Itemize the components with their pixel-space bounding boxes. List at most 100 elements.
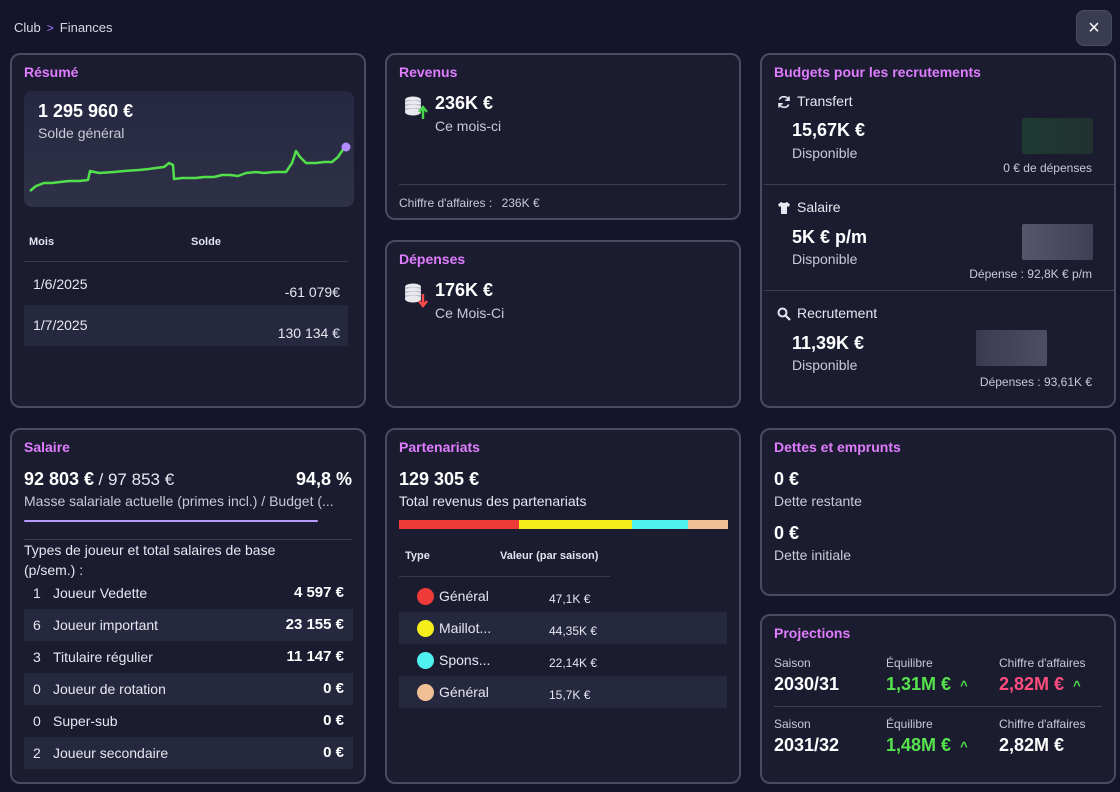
col-value-header: Valeur (par saison) (500, 550, 599, 562)
debt-remaining-label: Dette restante (774, 493, 862, 509)
list-item: 6 Joueur important 23 155 € (24, 609, 353, 641)
partenariats-card: Partenariats 129 305 € Total revenus des… (385, 428, 741, 784)
breadcrumb-finances: Finances (59, 20, 113, 35)
close-button[interactable]: × (1076, 10, 1112, 46)
partner-value: 47,1K € (549, 592, 591, 606)
partner-color-dot (417, 652, 434, 669)
list-item: 0 Joueur de rotation 0 € (24, 673, 353, 705)
budget-scouting-status: Disponible (792, 357, 858, 373)
search-icon (777, 307, 791, 321)
list-item: 0 Super-sub 0 € (24, 705, 353, 737)
dettes-card: Dettes et emprunts 0 € Dette restante 0 … (760, 428, 1116, 596)
wage-caption: Masse salariale actuelle (primes incl.) … (24, 493, 334, 509)
general-balance: 1 295 960 € (38, 101, 134, 121)
projected-balance: 1,31M € (886, 674, 952, 694)
player-wage: 4 597 € (293, 584, 344, 601)
balance-label: Équilibre (886, 656, 933, 670)
partnership-bar-segment (688, 520, 728, 529)
budget-scouting-amount: 11,39K € (792, 333, 865, 353)
budgets-title: Budgets pour les recrutements (774, 64, 981, 80)
row-balance: -61 079€ (284, 284, 340, 300)
wage-current: 92 803 € (24, 469, 95, 489)
salaire-card: Salaire 92 803 € / 97 853 € 94,8 % Masse… (10, 428, 366, 784)
balance-line (29, 147, 346, 192)
wage-totals: 92 803 € / 97 853 € (24, 469, 174, 490)
partner-type: Maillot... (439, 620, 492, 636)
player-count: 6 (33, 617, 41, 633)
projections-title: Projections (774, 625, 851, 641)
budgets-card: Budgets pour les recrutements Transfert … (760, 53, 1116, 408)
chevron-up-icon: ^ (1073, 678, 1081, 693)
season-label: Saison (774, 656, 811, 670)
debt-remaining: 0 € (774, 469, 800, 489)
partnership-total: 129 305 € (399, 469, 480, 489)
projections-card: Projections Saison 2030/31 Équilibre 1,3… (760, 614, 1116, 784)
turnover-value: 236K € (501, 196, 540, 210)
budget-scouting-name: Recrutement (797, 305, 878, 321)
season-value: 2031/32 (774, 735, 840, 755)
partner-color-dot (417, 588, 434, 605)
player-type: Joueur secondaire (53, 745, 169, 761)
player-type: Super-sub (53, 713, 118, 729)
partner-type: Général (439, 588, 489, 604)
budget-transfer-name: Transfert (797, 93, 853, 109)
partner-value: 44,35K € (549, 624, 598, 638)
expense-period: Ce Mois-Ci (435, 305, 505, 321)
budget-scouting-spent: Dépenses : 93,61K € (979, 375, 1092, 389)
coins-down-icon (405, 283, 428, 308)
chevron-right-icon: > (46, 20, 54, 35)
dettes-title: Dettes et emprunts (774, 439, 901, 455)
table-row: 1/7/2025 130 134 € (24, 305, 348, 346)
salaire-title: Salaire (24, 439, 70, 455)
table-row: Général 47,1K € (399, 580, 727, 612)
partner-type: Spons... (439, 652, 491, 668)
row-month: 1/6/2025 (33, 276, 88, 292)
resume-card: Résumé 1 295 960 € Solde général Mois So… (10, 53, 366, 408)
wage-budget: / 97 853 € (98, 470, 175, 489)
balance-line-chart (29, 142, 351, 192)
partner-type: Général (439, 684, 489, 700)
player-type: Joueur de rotation (53, 681, 166, 697)
wage-progress-bar (24, 520, 354, 523)
budget-transfer-amount: 15,67K € (792, 120, 866, 140)
wage-percent: 94,8 % (295, 469, 352, 489)
partner-color-dot (417, 620, 434, 637)
player-type: Joueur Vedette (53, 585, 148, 601)
player-count: 0 (33, 681, 41, 697)
revenus-title: Revenus (399, 64, 458, 80)
depenses-title: Dépenses (399, 251, 466, 267)
partnership-bar-segment (399, 520, 519, 529)
list-item: 3 Titulaire régulier 11 147 € (24, 641, 353, 673)
balance-value: 1,31M € ^ (886, 674, 968, 695)
player-wage: 11 147 € (286, 648, 344, 665)
turnover-label: Chiffre d'affaires (999, 656, 1086, 670)
budget-salary-spent: Dépense : 92,8K € p/m (969, 267, 1092, 281)
table-row: Général 15,7K € (399, 676, 727, 708)
breadcrumb-club[interactable]: Club (14, 20, 41, 35)
player-wage: 0 € (323, 680, 344, 697)
debt-initial-label: Dette initiale (774, 547, 852, 563)
debt-initial: 0 € (774, 523, 800, 543)
player-wage: 0 € (323, 712, 344, 729)
table-row: Spons... 22,14K € (399, 644, 727, 676)
chevron-up-icon: ^ (960, 739, 968, 754)
partnership-bar-segment (518, 520, 632, 529)
depenses-card: Dépenses 176K € Ce Mois-Ci (385, 240, 741, 408)
player-count: 2 (33, 745, 41, 761)
player-type: Joueur important (53, 617, 159, 633)
general-balance-label: Solde général (38, 125, 125, 141)
turnover-value: 2,82M € ^ (999, 674, 1081, 695)
table-row: Maillot... 44,35K € (399, 612, 727, 644)
budget-salary-name: Salaire (797, 199, 841, 215)
row-balance: 130 134 € (277, 325, 340, 341)
partner-value: 22,14K € (549, 656, 598, 670)
revenue-period: Ce mois-ci (435, 118, 502, 134)
turnover-row: Chiffre d'affaires : 236K € (399, 196, 540, 210)
budget-transfer-status: Disponible (792, 145, 858, 161)
budget-salary-amount: 5K € p/m (792, 227, 868, 247)
refresh-icon (778, 95, 790, 109)
player-count: 3 (33, 649, 41, 665)
chevron-up-icon: ^ (960, 678, 968, 693)
breadcrumb: Club > Finances (14, 20, 113, 35)
partnership-total-label: Total revenus des partenariats (399, 493, 587, 509)
